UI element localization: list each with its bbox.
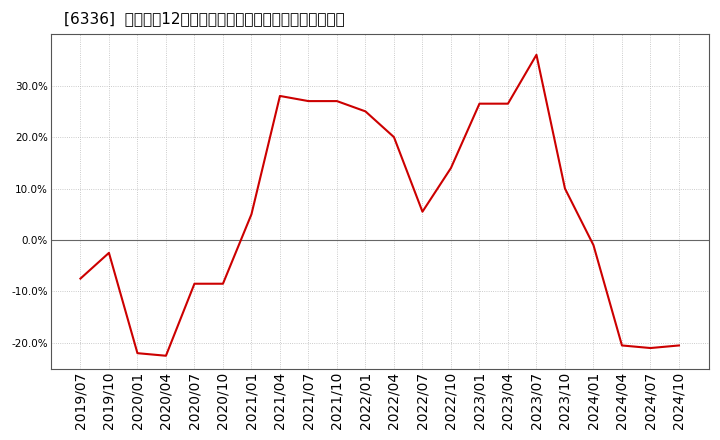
Text: [6336]  売上高の12か月移動合計の対前年同期増減率の推移: [6336] 売上高の12か月移動合計の対前年同期増減率の推移 (63, 11, 344, 26)
